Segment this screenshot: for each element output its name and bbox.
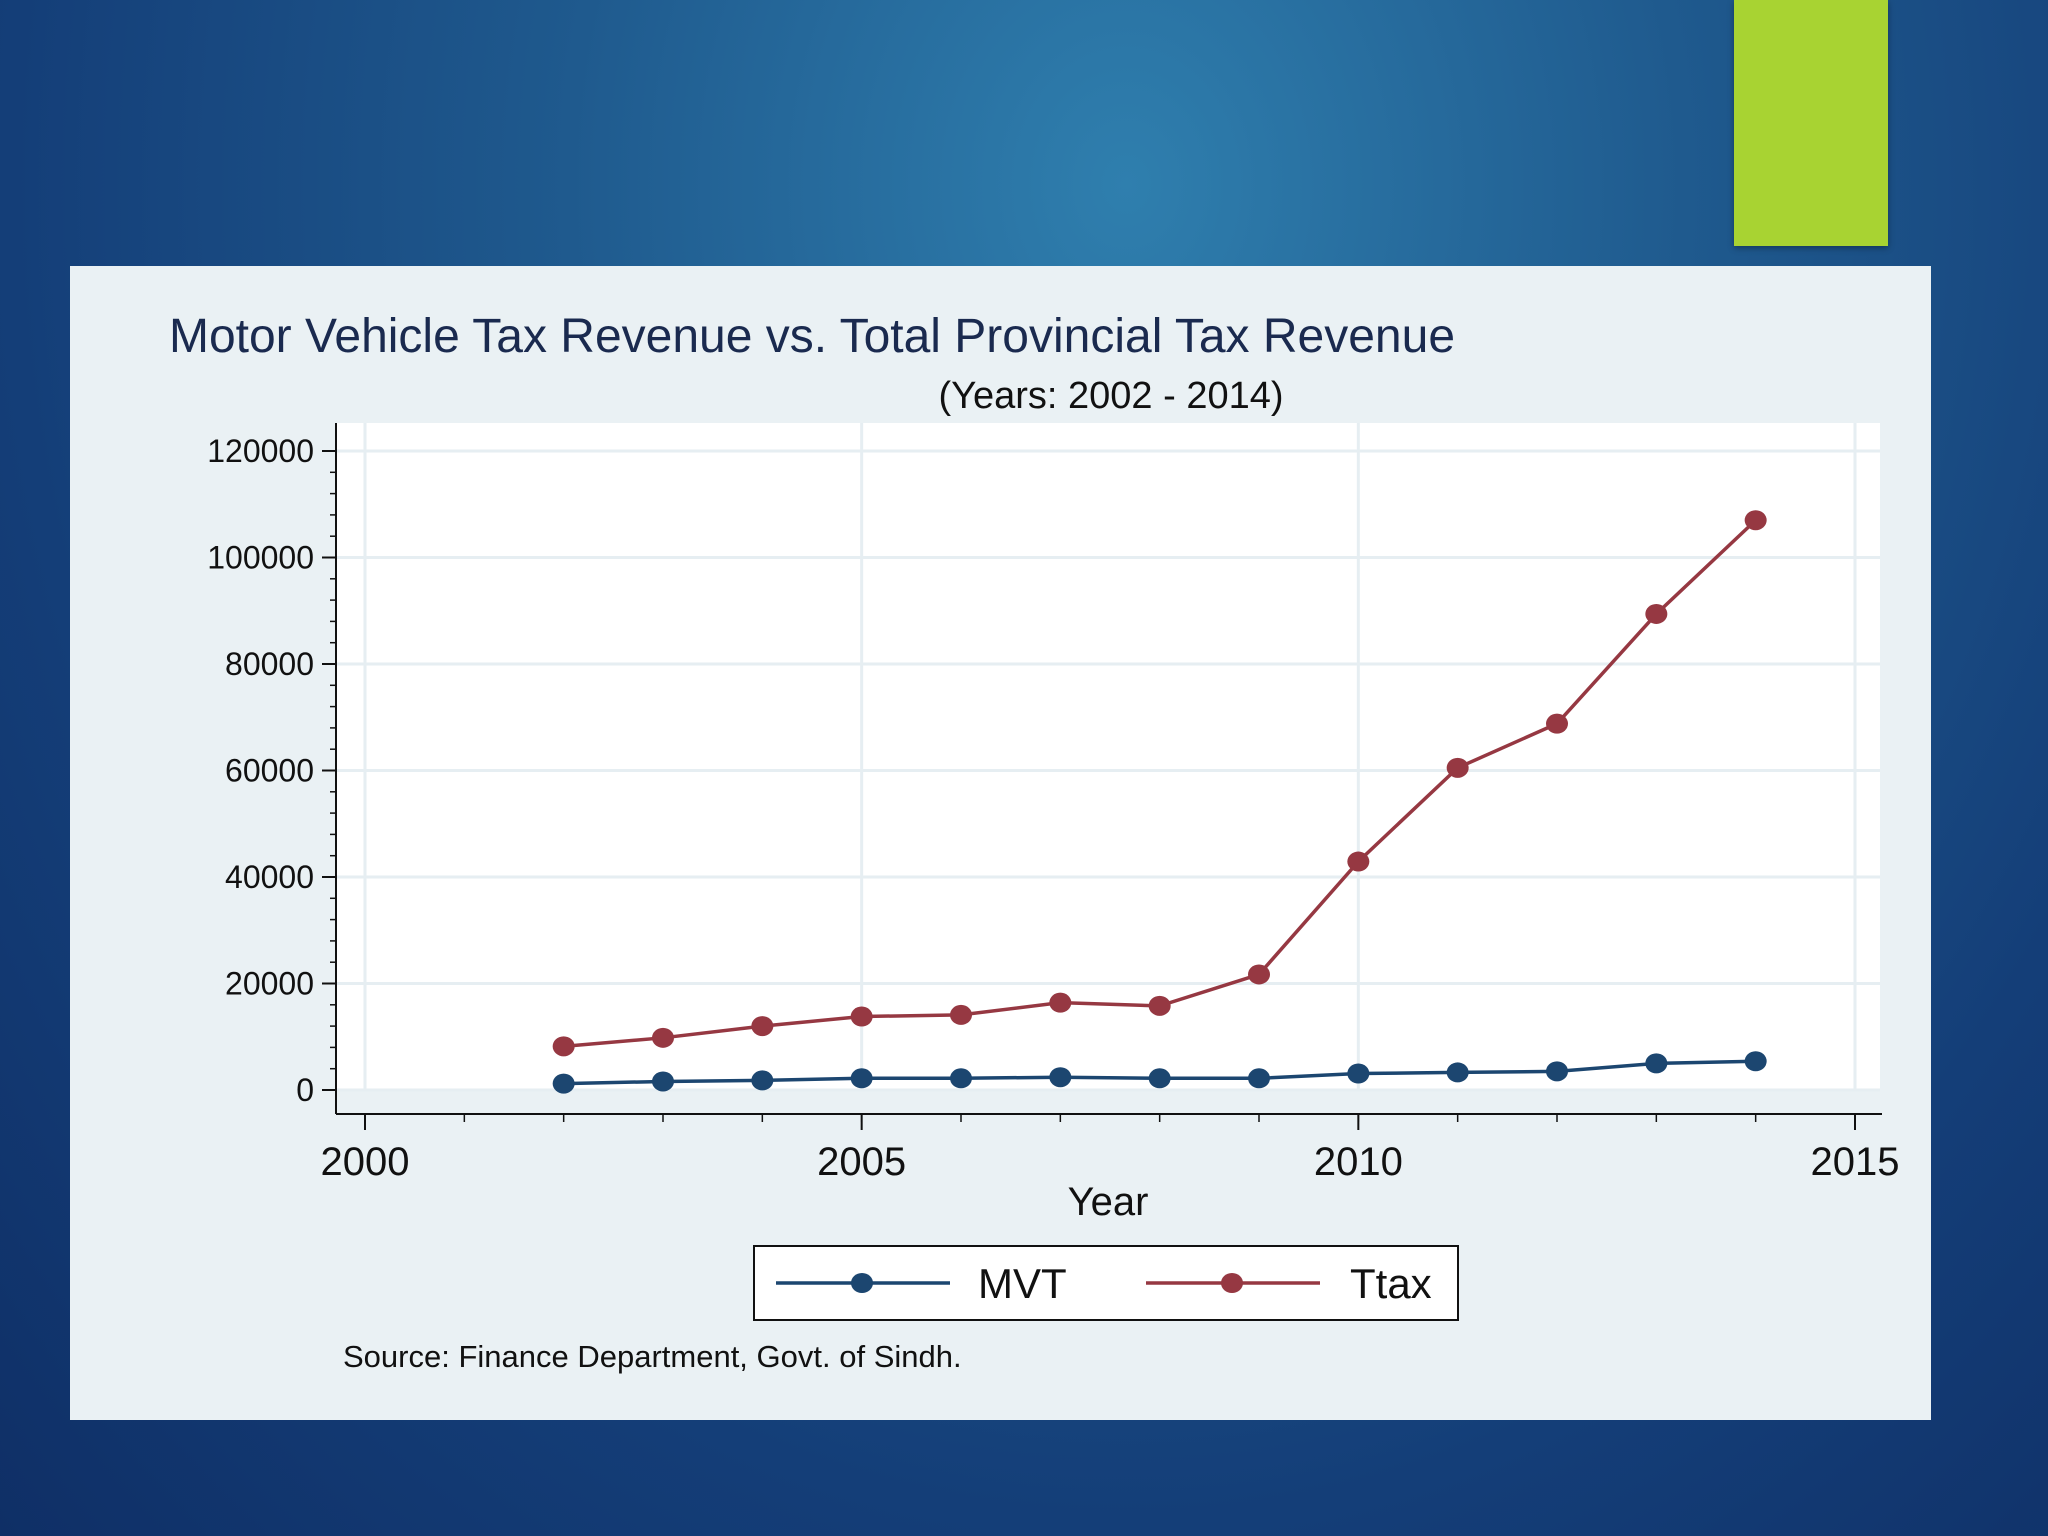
- chart-panel: Motor Vehicle Tax Revenue vs. Total Prov…: [70, 266, 1931, 1420]
- y-tick-label: 120000: [207, 433, 314, 469]
- legend-label-ttax: Ttax: [1350, 1260, 1432, 1307]
- legend-marker-ttax: [1221, 1273, 1243, 1293]
- legend-label-mvt: MVT: [978, 1260, 1067, 1307]
- series-ttax: [552, 510, 1767, 1057]
- y-tick-label: 40000: [225, 859, 314, 895]
- data-point-mvt: [1645, 1053, 1668, 1074]
- x-tick-label: 2015: [1811, 1140, 1900, 1184]
- y-tick-label: 80000: [225, 646, 314, 682]
- data-point-mvt: [1546, 1061, 1568, 1082]
- plot-area: [336, 423, 1880, 1089]
- data-point-ttax: [1148, 995, 1171, 1016]
- line-chart: Motor Vehicle Tax Revenue vs. Total Prov…: [169, 310, 1900, 1374]
- data-point-ttax: [1049, 992, 1072, 1013]
- legend: MVT Ttax: [753, 1245, 1459, 1321]
- axes: [322, 423, 1882, 1130]
- grid-lines: [336, 423, 1880, 1092]
- data-point-ttax: [1446, 757, 1469, 778]
- data-point-mvt: [1744, 1051, 1767, 1072]
- y-tick-label: 0: [296, 1072, 314, 1108]
- data-point-ttax: [1248, 964, 1270, 985]
- data-point-mvt: [1049, 1067, 1072, 1088]
- data-point-mvt: [1446, 1062, 1469, 1083]
- chart-subtitle: (Years: 2002 - 2014): [938, 375, 1283, 417]
- data-point-mvt: [850, 1068, 873, 1089]
- source-note: Source: Finance Department, Govt. of Sin…: [343, 1339, 962, 1374]
- data-point-ttax: [950, 1004, 972, 1025]
- x-tick-label: 2000: [321, 1140, 410, 1184]
- series-mvt: [552, 1051, 1767, 1094]
- chart-title: Motor Vehicle Tax Revenue vs. Total Prov…: [169, 310, 1455, 363]
- data-point-ttax: [850, 1006, 873, 1027]
- series-group: [552, 510, 1767, 1094]
- data-point-ttax: [1744, 510, 1767, 531]
- y-tick-labels: 0 20000 40000 60000 80000 100000 120000: [207, 433, 314, 1108]
- data-point-ttax: [1347, 851, 1370, 872]
- y-tick-label: 20000: [225, 966, 314, 1002]
- data-point-mvt: [950, 1068, 972, 1089]
- data-point-mvt: [1347, 1063, 1370, 1084]
- data-point-ttax: [751, 1016, 774, 1037]
- data-point-ttax: [652, 1027, 674, 1048]
- data-point-mvt: [552, 1073, 575, 1094]
- x-tick-label: 2010: [1314, 1140, 1403, 1184]
- data-point-mvt: [751, 1070, 774, 1091]
- x-axis-label: Year: [1068, 1180, 1149, 1224]
- accent-bar: [1734, 0, 1888, 246]
- data-point-mvt: [1248, 1068, 1270, 1089]
- x-tick-labels: 2000 2005 2010 2015: [321, 1140, 1900, 1184]
- data-point-mvt: [1148, 1068, 1171, 1089]
- legend-marker-mvt: [851, 1273, 873, 1293]
- data-point-ttax: [552, 1036, 575, 1057]
- data-point-ttax: [1546, 713, 1568, 734]
- y-tick-label: 100000: [207, 540, 314, 576]
- data-point-ttax: [1645, 603, 1668, 624]
- y-tick-label: 60000: [225, 753, 314, 789]
- data-point-mvt: [652, 1071, 674, 1092]
- x-tick-label: 2005: [817, 1140, 906, 1184]
